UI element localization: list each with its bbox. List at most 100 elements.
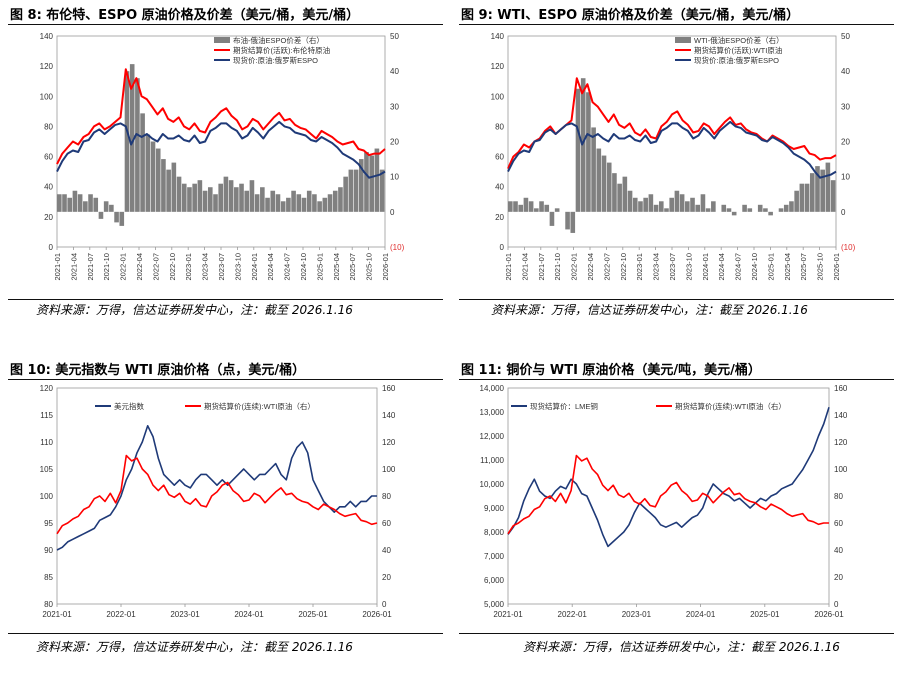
spread-bar bbox=[711, 201, 716, 212]
spread-bar bbox=[317, 201, 322, 212]
left-axis-tick-label: 140 bbox=[491, 32, 505, 41]
spread-bar bbox=[726, 208, 732, 212]
x-axis-tick-label: 2023-07 bbox=[668, 253, 677, 281]
left-axis-tick-label: 8,000 bbox=[484, 528, 505, 537]
figure-panel-8: 图 8: 布伦特、ESPO 原油价格及价差（美元/桶，美元/桶） 0 20 40 60… bbox=[0, 0, 451, 338]
spread-bar bbox=[674, 190, 680, 212]
spread-bar bbox=[591, 127, 596, 212]
source-rule bbox=[8, 633, 443, 634]
spread-bar bbox=[830, 180, 836, 212]
left-axis-tick-label: 20 bbox=[495, 213, 504, 222]
left-axis-tick-label: 6,000 bbox=[484, 576, 505, 585]
spread-bar bbox=[145, 134, 151, 212]
legend-label: 期货结算价(连续):WTI原油（右） bbox=[675, 401, 786, 411]
spread-bar bbox=[88, 194, 93, 212]
spread-bar bbox=[234, 187, 239, 212]
left-axis-tick-label: 120 bbox=[40, 384, 54, 393]
x-axis-tick-label: 2022-04 bbox=[135, 253, 144, 281]
spread-bar bbox=[606, 162, 612, 212]
left-axis-tick-label: 120 bbox=[491, 62, 505, 71]
legend-label: 期货结算价(活跃):WTI原油 bbox=[694, 45, 782, 55]
right-axis-tick-label: 140 bbox=[382, 411, 396, 420]
spread-bar bbox=[223, 176, 229, 212]
spread-bar bbox=[260, 187, 265, 212]
spread-bar bbox=[528, 201, 534, 212]
spread-bar bbox=[322, 197, 328, 212]
left-axis-tick-label: 100 bbox=[40, 92, 54, 101]
title-rule bbox=[8, 24, 443, 25]
spread-bar bbox=[570, 211, 576, 233]
spread-bar bbox=[523, 197, 529, 212]
spread-bar bbox=[358, 159, 364, 212]
legend-label: 期货结算价(连续):WTI原油（右） bbox=[204, 401, 315, 411]
right-axis-tick-label: 20 bbox=[382, 573, 391, 582]
legend-label: 现货结算价：LME铜 bbox=[530, 401, 598, 411]
left-axis-tick-label: 60 bbox=[495, 153, 504, 162]
figure-panel-10: 图 10: 美元指数与 WTI 原油价格（点，美元/桶） 80 85 90 95 100… bbox=[0, 355, 451, 693]
spread-bar bbox=[181, 183, 187, 212]
right-axis-tick-label: 0 bbox=[834, 600, 839, 609]
x-axis-tick-label: 2025-01 bbox=[766, 253, 775, 281]
spread-bar bbox=[187, 187, 192, 212]
x-axis-tick-label: 2024-04 bbox=[266, 253, 275, 281]
spread-bar bbox=[549, 211, 555, 226]
spread-bar bbox=[374, 148, 380, 212]
spread-bar bbox=[815, 166, 820, 212]
spread-bar bbox=[825, 162, 831, 212]
x-axis-tick-label: 2023-07 bbox=[217, 253, 226, 281]
x-axis-tick-label: 2025-10 bbox=[365, 253, 374, 281]
spread-bar bbox=[820, 169, 825, 212]
series-line bbox=[56, 68, 386, 165]
source-rule bbox=[8, 299, 443, 300]
x-axis-tick-label: 2024-04 bbox=[717, 253, 726, 281]
legend-swatch bbox=[214, 37, 230, 43]
left-axis-tick-label: 100 bbox=[40, 492, 54, 501]
spread-bar bbox=[312, 194, 317, 212]
spread-bar bbox=[690, 197, 695, 212]
spread-bar bbox=[244, 190, 250, 212]
spread-bar bbox=[150, 141, 156, 212]
x-axis-tick-label: 2025-01 bbox=[298, 610, 328, 619]
spread-bar bbox=[176, 176, 182, 212]
x-axis-tick-label: 2023-01 bbox=[635, 253, 644, 281]
spread-bar bbox=[67, 197, 73, 212]
x-axis-tick-label: 2024-01 bbox=[701, 253, 710, 281]
x-axis-tick-label: 2024-10 bbox=[299, 253, 308, 281]
spread-bar bbox=[695, 204, 701, 212]
x-axis-tick-label: 2024-01 bbox=[686, 610, 716, 619]
spread-bar bbox=[643, 197, 648, 212]
right-axis-tick-label: 160 bbox=[834, 384, 848, 393]
spread-bar bbox=[83, 201, 88, 212]
spread-bar bbox=[239, 183, 244, 212]
spread-bar bbox=[622, 176, 628, 212]
spread-bar bbox=[648, 194, 654, 212]
copper-wti-chart: 5,000 6,000 7,000 8,000 9,000 10,000 11,000 12,… bbox=[480, 384, 848, 619]
spread-bar bbox=[166, 169, 171, 212]
spread-bar bbox=[327, 194, 333, 212]
spread-bar bbox=[534, 208, 539, 212]
spread-bar bbox=[338, 187, 343, 212]
x-axis-tick-label: 2026-01 bbox=[381, 253, 390, 281]
spread-bar bbox=[580, 78, 586, 212]
x-axis-tick-label: 2022-07 bbox=[602, 253, 611, 281]
x-axis-tick-label: 2022-10 bbox=[619, 253, 628, 281]
spread-bar bbox=[369, 155, 374, 212]
series-line bbox=[507, 454, 829, 535]
right-axis-tick-label: 30 bbox=[841, 102, 850, 111]
figure-title: 图 11: 铜价与 WTI 原油价格（美元/吨，美元/桶） bbox=[461, 363, 761, 378]
left-axis-tick-label: 90 bbox=[44, 546, 53, 555]
plot-frame bbox=[56, 35, 386, 248]
plot-frame bbox=[507, 35, 837, 248]
x-axis-tick-label: 2025-04 bbox=[783, 253, 792, 281]
left-axis-tick-label: 100 bbox=[491, 92, 505, 101]
spread-bar bbox=[809, 173, 815, 212]
right-axis-tick-label: 0 bbox=[841, 208, 846, 217]
spread-bar bbox=[207, 187, 213, 212]
spread-bar bbox=[513, 201, 518, 212]
right-axis-tick-label: 30 bbox=[390, 102, 399, 111]
spread-bar bbox=[343, 176, 348, 212]
right-axis-tick-label: 100 bbox=[382, 465, 396, 474]
spread-bar bbox=[171, 162, 177, 212]
spread-bar bbox=[135, 78, 140, 212]
spread-bar bbox=[119, 211, 125, 226]
